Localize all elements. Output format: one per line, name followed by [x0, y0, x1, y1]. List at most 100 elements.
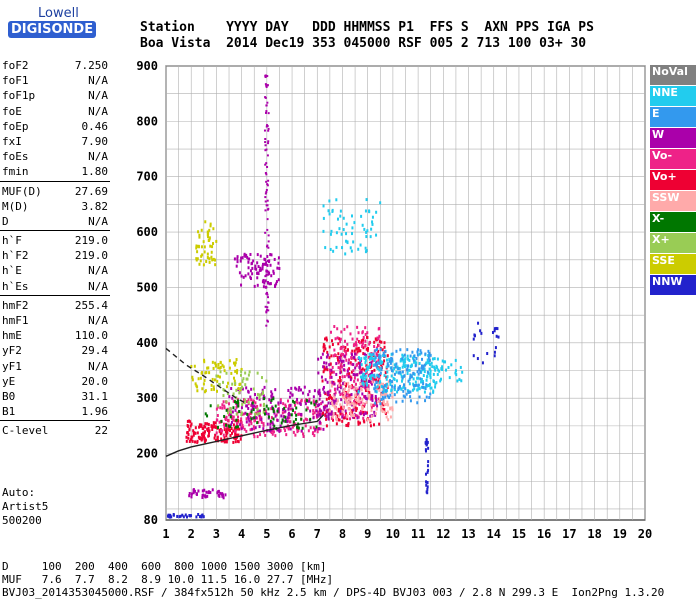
data-point [385, 375, 388, 379]
data-point [402, 363, 405, 367]
d-row: D 100 200 400 600 800 1000 1500 3000 [km… [2, 560, 327, 573]
data-point [323, 390, 326, 394]
data-point [448, 376, 451, 380]
data-point [259, 393, 262, 397]
data-point [337, 379, 340, 383]
data-point [440, 367, 443, 371]
data-point [353, 387, 356, 391]
data-point [272, 417, 275, 421]
data-point [298, 386, 301, 390]
autoscaling-info: Auto: Artist5 500200 [2, 486, 48, 528]
data-point [263, 412, 266, 416]
legend: NoVal NNE E W Vo- Vo+ SSW X- X+ SSE NNW [650, 65, 696, 296]
data-point [339, 386, 342, 390]
data-point [352, 405, 355, 409]
data-point [368, 396, 371, 400]
data-point [227, 424, 230, 428]
data-point [300, 412, 303, 416]
data-point [221, 406, 224, 410]
data-point [222, 380, 225, 384]
data-point [207, 366, 210, 370]
data-point [323, 365, 326, 369]
y-tick-label: 700 [136, 170, 158, 184]
data-point [383, 353, 386, 357]
data-point [267, 127, 270, 130]
data-point [233, 257, 236, 261]
data-point [340, 405, 343, 409]
data-point [250, 421, 253, 425]
data-point [264, 258, 267, 262]
data-point [335, 372, 338, 376]
data-point [209, 404, 212, 408]
data-point [266, 263, 269, 267]
data-point [267, 129, 270, 132]
data-point [344, 399, 347, 403]
data-point [214, 361, 217, 365]
data-point [397, 371, 400, 375]
data-point [370, 396, 373, 400]
data-point [195, 384, 198, 388]
data-point [330, 384, 333, 388]
data-point [223, 436, 226, 440]
data-point [263, 407, 266, 411]
data-point [370, 405, 373, 409]
param-name: MUF(D) [2, 184, 42, 198]
data-point [389, 379, 392, 383]
data-point [265, 148, 268, 151]
data-point [200, 438, 203, 442]
data-point [376, 336, 379, 340]
data-point [317, 357, 320, 361]
data-point [330, 375, 333, 379]
data-point [384, 395, 387, 399]
x-tick-label: 7 [314, 527, 321, 541]
data-point [240, 427, 243, 431]
data-point [192, 431, 195, 435]
header-row-1: Station YYYY DAY DDD HHMMSS P1 FFS S AXN… [140, 20, 594, 35]
data-point [245, 400, 248, 404]
data-point [370, 377, 373, 381]
data-point [188, 439, 191, 443]
data-point [369, 357, 372, 361]
data-point [201, 496, 204, 500]
data-point [375, 338, 378, 342]
data-point [318, 403, 321, 407]
data-point [378, 383, 381, 387]
data-point [391, 380, 394, 384]
data-point [355, 414, 358, 418]
data-point [342, 414, 345, 418]
data-point [241, 385, 244, 389]
data-point [339, 403, 342, 407]
data-point [347, 381, 350, 385]
param-row: foF2 7.250 [0, 58, 110, 73]
data-point [206, 494, 209, 498]
data-point [390, 369, 393, 373]
data-point [301, 391, 304, 395]
data-point [259, 254, 262, 258]
data-point [209, 224, 212, 228]
data-point [244, 398, 247, 402]
data-point [198, 423, 201, 427]
data-point [423, 370, 426, 374]
data-point [266, 422, 269, 426]
data-point [232, 399, 235, 403]
param-value: N/A [88, 104, 108, 118]
data-point [225, 371, 228, 375]
data-point [354, 382, 357, 386]
data-point [325, 424, 328, 428]
data-point [412, 358, 415, 362]
data-point [432, 380, 435, 384]
data-point [250, 398, 253, 402]
data-point [240, 369, 243, 373]
data-point [396, 390, 399, 394]
param-value: N/A [88, 314, 108, 327]
data-point [378, 368, 381, 372]
data-point [433, 357, 436, 361]
data-point [422, 364, 425, 368]
data-point [389, 361, 392, 365]
data-point [346, 392, 349, 396]
data-point [267, 240, 270, 243]
data-point [361, 384, 364, 388]
param-name: foEp [2, 119, 29, 133]
data-point [427, 361, 430, 365]
data-point [479, 329, 482, 333]
